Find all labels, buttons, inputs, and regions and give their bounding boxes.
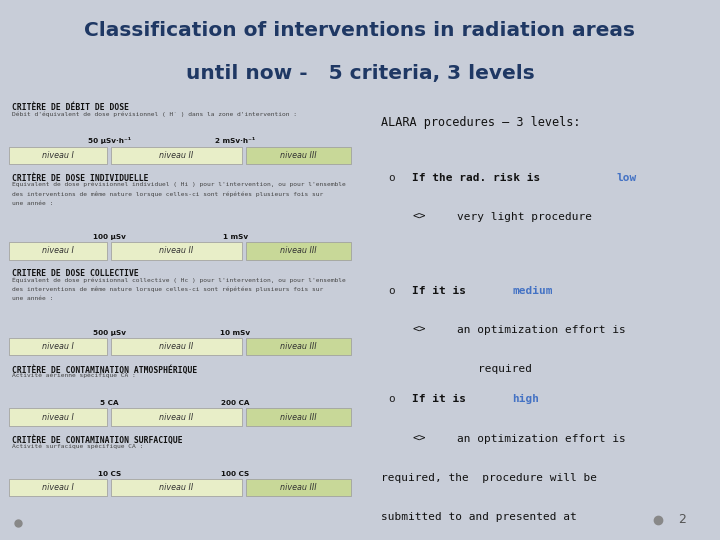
Text: <>: <> xyxy=(412,434,426,443)
Text: submitted to and presented at: submitted to and presented at xyxy=(381,512,577,522)
Text: 2: 2 xyxy=(678,513,686,526)
Text: ALARA procedures – 3 levels:: ALARA procedures – 3 levels: xyxy=(381,116,580,129)
Text: des interventions de même nature lorsque celles-ci sont répétées plusieurs fois : des interventions de même nature lorsque… xyxy=(12,287,323,292)
Bar xyxy=(246,408,351,426)
Text: If it is: If it is xyxy=(412,394,466,404)
Text: une année :: une année : xyxy=(12,296,53,301)
Bar xyxy=(9,479,107,496)
Text: an optimization effort is: an optimization effort is xyxy=(457,325,626,335)
Bar xyxy=(246,338,351,355)
Text: If it is: If it is xyxy=(412,286,466,296)
Text: niveau I: niveau I xyxy=(42,483,74,492)
Text: Débit d'équivalent de dose prévisionnel ( Ḣ ) dans la zone d'intervention :: Débit d'équivalent de dose prévisionnel … xyxy=(12,111,297,117)
Text: niveau III: niveau III xyxy=(280,413,317,422)
Text: CRITÈRE DE DÉBIT DE DOSE: CRITÈRE DE DÉBIT DE DOSE xyxy=(12,103,130,112)
Bar xyxy=(9,147,107,164)
Text: an optimization effort is: an optimization effort is xyxy=(457,434,626,443)
Text: medium: medium xyxy=(513,286,553,296)
Bar xyxy=(111,479,242,496)
Text: CRITÈRE DE DOSE INDIVIDUELLE: CRITÈRE DE DOSE INDIVIDUELLE xyxy=(12,174,149,183)
Text: niveau III: niveau III xyxy=(280,246,317,255)
Text: 100 μSv: 100 μSv xyxy=(93,234,125,240)
Text: CRITÈRE DE CONTAMINATION ATMOSPHÉRIQUE: CRITÈRE DE CONTAMINATION ATMOSPHÉRIQUE xyxy=(12,365,197,374)
Text: 10 mSv: 10 mSv xyxy=(220,330,251,336)
Text: des interventions de même nature lorsque celles-ci sont répétées plusieurs fois : des interventions de même nature lorsque… xyxy=(12,191,323,197)
Bar xyxy=(246,479,351,496)
Text: 200 CA: 200 CA xyxy=(221,400,250,406)
Text: until now -   5 criteria, 3 levels: until now - 5 criteria, 3 levels xyxy=(186,64,534,83)
Text: Equivalent de dose prévisionnel individuel ( Hi ) pour l'intervention, ou pour l: Equivalent de dose prévisionnel individu… xyxy=(12,181,346,187)
Text: required: required xyxy=(478,364,532,374)
Text: low: low xyxy=(616,173,636,183)
Bar xyxy=(9,408,107,426)
Text: niveau III: niveau III xyxy=(280,151,317,160)
Text: 50 μSv·h⁻¹: 50 μSv·h⁻¹ xyxy=(88,138,131,145)
Bar xyxy=(9,338,107,355)
Text: niveau I: niveau I xyxy=(42,246,74,255)
Bar xyxy=(111,338,242,355)
Text: niveau III: niveau III xyxy=(280,342,317,351)
Text: niveau II: niveau II xyxy=(159,413,194,422)
Text: very light procedure: very light procedure xyxy=(457,212,592,222)
Bar xyxy=(111,147,242,164)
Bar xyxy=(111,242,242,260)
Text: 5 CA: 5 CA xyxy=(100,400,119,406)
Bar xyxy=(111,408,242,426)
Text: 100 CS: 100 CS xyxy=(221,470,249,477)
Text: 2 mSv·h⁻¹: 2 mSv·h⁻¹ xyxy=(215,138,256,145)
Text: 10 CS: 10 CS xyxy=(97,470,121,477)
Text: niveau II: niveau II xyxy=(159,151,194,160)
Text: o: o xyxy=(388,173,395,183)
Bar xyxy=(246,242,351,260)
Text: If the rad. risk is: If the rad. risk is xyxy=(412,173,541,183)
Text: niveau I: niveau I xyxy=(42,413,74,422)
Text: Classification of interventions in radiation areas: Classification of interventions in radia… xyxy=(84,21,636,40)
Text: required, the  procedure will be: required, the procedure will be xyxy=(381,472,597,483)
Bar xyxy=(9,242,107,260)
Text: niveau II: niveau II xyxy=(159,342,194,351)
Bar xyxy=(246,147,351,164)
Text: 500 μSv: 500 μSv xyxy=(93,330,126,336)
Text: 1 mSv: 1 mSv xyxy=(222,234,248,240)
Text: <>: <> xyxy=(412,212,426,222)
Text: Équivalent de dose prévisionnal collective ( Hc ) pour l'intervention, ou pour l: Équivalent de dose prévisionnal collecti… xyxy=(12,277,346,283)
Text: Activité aérienne spécifique CA :: Activité aérienne spécifique CA : xyxy=(12,373,136,378)
Text: niveau I: niveau I xyxy=(42,151,74,160)
Text: niveau II: niveau II xyxy=(159,246,194,255)
Text: CRITÈRE DE CONTAMINATION SURFACIQUE: CRITÈRE DE CONTAMINATION SURFACIQUE xyxy=(12,435,183,445)
Text: <>: <> xyxy=(412,325,426,335)
Text: niveau I: niveau I xyxy=(42,342,74,351)
Text: Activité surfacique spécifique CA :: Activité surfacique spécifique CA : xyxy=(12,443,143,449)
Text: niveau II: niveau II xyxy=(159,483,194,492)
Text: high: high xyxy=(513,394,539,404)
Text: o: o xyxy=(388,286,395,296)
Text: une année :: une année : xyxy=(12,200,53,206)
Text: CRITERE DE DOSE COLLECTIVE: CRITERE DE DOSE COLLECTIVE xyxy=(12,269,139,278)
Text: o: o xyxy=(388,394,395,404)
Text: niveau III: niveau III xyxy=(280,483,317,492)
